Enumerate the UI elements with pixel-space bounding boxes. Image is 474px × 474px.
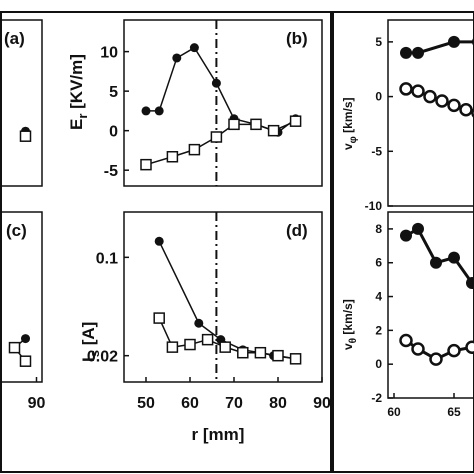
panel-d-series-1-point (272, 349, 284, 362)
panel-d-series-1-point (254, 346, 267, 359)
panel-b-series-1-point (228, 118, 240, 131)
panel-f-ytick-label: 6 (375, 256, 382, 270)
panel-f: 8 6 4 2 0 -2 60 65 vθ [km/s] (341, 211, 474, 419)
panel-e-ytick-label: 0 (375, 90, 382, 104)
panel-f-ytick-label: 0 (375, 357, 382, 371)
panel-f-series-1-point (399, 333, 413, 348)
panel-a: (a) (0, 19, 43, 187)
panel-c-series-1-point (19, 355, 32, 367)
panel-e-series-0-point (448, 35, 460, 48)
panel-d-series-1-point (153, 312, 165, 324)
panel-b-series-1-point (140, 158, 152, 171)
panel-f-series-0-point (466, 277, 474, 290)
panel-c-series-0-point (21, 334, 30, 344)
panel-f-ytick-label: 2 (375, 323, 382, 337)
panel-b-series-0-point (154, 106, 164, 116)
panel-b-series-0-point (172, 53, 182, 63)
panel-d-ytick-label: 0.1 (96, 250, 118, 267)
panel-d-frame (123, 211, 323, 383)
panel-d-series-0-point (154, 236, 164, 246)
panel-b-ylabel: Er [KV/m] (67, 54, 90, 130)
panel-f-ytick-label: 4 (375, 290, 382, 304)
panel-f-series-0-point (400, 229, 412, 242)
panel-f-xtick-label: 65 (447, 405, 461, 419)
panel-e-series-1-point (459, 102, 473, 117)
panel-b-series-1-point (289, 115, 302, 127)
panel-b-series-0-point (141, 106, 151, 116)
panel-b-series-0-point (211, 78, 221, 88)
panel-f-ylabel: vθ [km/s] (341, 299, 359, 350)
panel-d-series-0-point (194, 318, 204, 328)
panel-b-series-1-point (210, 131, 223, 143)
panel-f-series-0-point (448, 251, 460, 264)
panel-d-ytick-label: 0.02 (87, 349, 118, 366)
panel-d-series-1-point (289, 353, 302, 365)
panel-e-series-0-point (400, 46, 412, 59)
panel-b-ytick-label: 0 (109, 124, 118, 141)
panel-d-series-1-point (166, 341, 179, 353)
panel-d-series-1-point (237, 346, 249, 359)
panel-e-series-1-point (423, 89, 437, 104)
panel-e-series-1-point (411, 84, 425, 98)
panel-e-ytick-label: -5 (371, 144, 382, 158)
panel-c-frame (0, 211, 43, 383)
panel-b-series-0-point (189, 43, 199, 53)
panel-d-series-1-point (201, 333, 214, 346)
panel-f-series-0-point (412, 222, 424, 235)
panel-e-series-1-point (435, 94, 449, 108)
panel-f-xtick-label: 60 (387, 405, 401, 419)
panel-d-xtick-label: 80 (269, 395, 287, 412)
panel-f-series-1-point (429, 352, 443, 366)
panel-c-label: (c) (6, 221, 27, 240)
panel-b: (b) 10 5 0 -5 Er [KV/m] (67, 19, 323, 187)
panel-f-frame (387, 211, 474, 399)
panel-f-series-0-point (430, 256, 442, 269)
panel-b-ytick-label: 10 (100, 45, 118, 62)
panel-b-frame (123, 19, 323, 187)
panel-e-frame (387, 19, 474, 207)
left-figure-frame (0, 11, 332, 473)
panel-f-ytick-label: 8 (375, 222, 382, 236)
panel-e-ytick-label: -10 (365, 199, 383, 213)
panel-d-xlabel: r [mm] (192, 425, 245, 444)
panel-e: 5 0 -5 -10 vφ [km/s] (341, 19, 474, 213)
panel-f-series-1-point (465, 340, 474, 355)
panel-b-series-1-point (188, 143, 201, 156)
panel-b-ytick-label: 5 (109, 84, 118, 101)
panel-c-xtick-label: 90 (28, 395, 46, 412)
panel-d-series-1-point (184, 338, 196, 351)
panel-f-ytick-label: -2 (371, 391, 382, 405)
right-figure-frame (332, 11, 474, 473)
panel-e-series-0-point (412, 46, 424, 59)
panel-a-label: (a) (4, 29, 25, 48)
panel-a-frame (0, 19, 43, 187)
panel-b-label: (b) (286, 29, 308, 48)
panel-f-series-1-point (447, 343, 461, 358)
panel-b-series-1-point (166, 151, 179, 163)
panel-c-series-1-point (8, 341, 21, 354)
panel-d-xtick-label: 50 (137, 395, 155, 412)
panel-b-series-1-point (267, 124, 280, 137)
panel-e-ylabel: vφ [km/s] (341, 97, 359, 150)
panel-e-series-1-point (399, 82, 413, 96)
panel-d-label: (d) (286, 221, 308, 240)
panel-b-series-1-point (250, 118, 262, 131)
panel-c: (c) 90 (0, 211, 46, 412)
panel-f-series-1-point (411, 342, 425, 356)
panel-d-xtick-label: 90 (313, 395, 331, 412)
panel-d-xtick-label: 60 (181, 395, 199, 412)
panel-e-series-1-point (447, 98, 461, 113)
panel-e-ytick-label: 5 (375, 35, 382, 49)
panel-a-series-1-point (19, 130, 32, 142)
panel-b-ytick-label: -5 (104, 163, 118, 180)
panel-d-xtick-label: 70 (225, 395, 243, 412)
panel-d-series-1-point (219, 341, 231, 353)
